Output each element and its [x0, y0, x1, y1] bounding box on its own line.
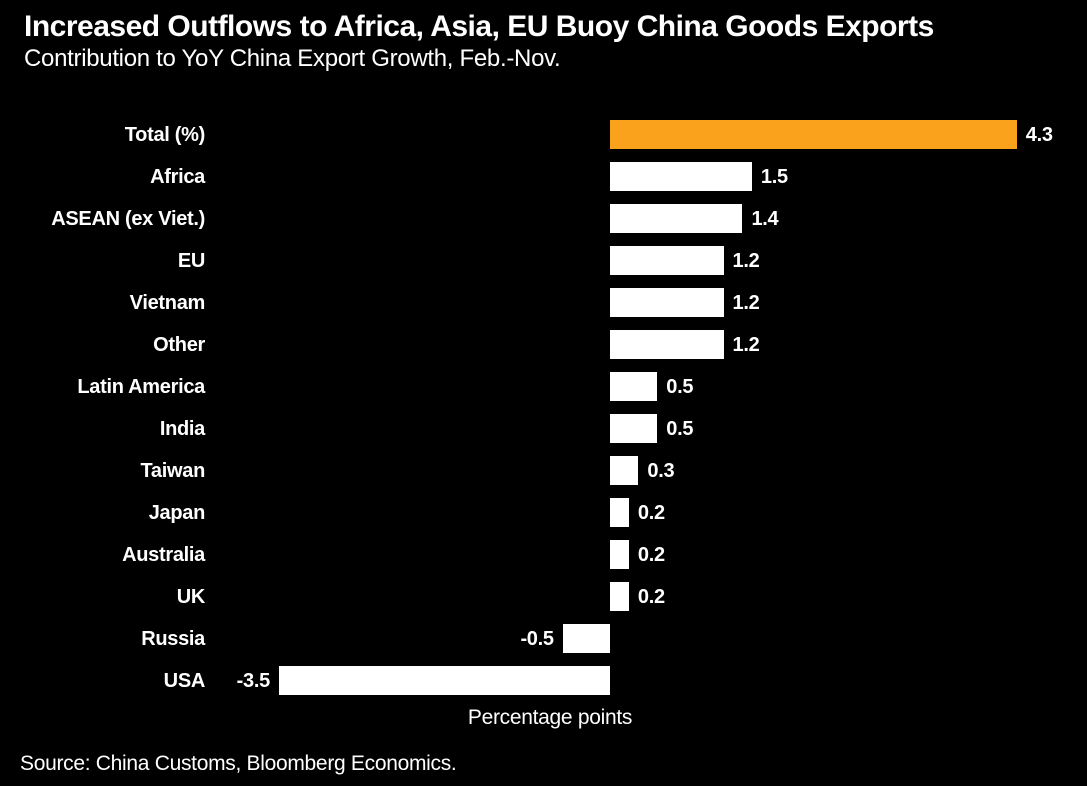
category-label-russia: Russia [141, 628, 205, 650]
bar-africa [610, 162, 752, 191]
bar-eu [610, 246, 724, 275]
value-label-india: 0.5 [666, 418, 694, 440]
chart-row-other: Other 1.2 [0, 324, 1087, 366]
bar-japan [610, 498, 629, 527]
value-label-uk: 0.2 [637, 586, 665, 608]
bar-uk [610, 582, 629, 611]
value-label-eu: 1.2 [732, 250, 760, 272]
bar-vietnam [610, 288, 724, 317]
bar-usa [278, 666, 610, 695]
chart-row-asean-ex-viet: ASEAN (ex Viet.) 1.4 [0, 198, 1087, 240]
value-label-other: 1.2 [732, 334, 760, 356]
plot-area: Total (%) 4.3 Africa 1.5 ASEAN (ex Viet.) 1.4… [0, 114, 1087, 702]
value-label-asean-ex-viet: 1.4 [751, 208, 779, 230]
bar-other [610, 330, 724, 359]
category-label-uk: UK [176, 586, 206, 608]
category-label-eu: EU [177, 250, 205, 272]
category-label-india: India [159, 418, 205, 440]
category-label-asean-ex-viet: ASEAN (ex Viet.) [51, 208, 205, 230]
source-note: Source: China Customs, Bloomberg Economi… [20, 752, 457, 775]
chart-title: Increased Outflows to Africa, Asia, EU B… [24, 10, 934, 43]
value-label-africa: 1.5 [760, 166, 788, 188]
x-axis-label: Percentage points [467, 706, 633, 729]
category-label-vietnam: Vietnam [129, 292, 206, 314]
chart-row-india: India 0.5 [0, 408, 1087, 450]
bar-taiwan [610, 456, 639, 485]
bar-russia [562, 624, 610, 653]
category-label-total: Total (%) [124, 124, 206, 146]
category-label-africa: Africa [150, 166, 205, 188]
value-label-total: 4.3 [1025, 124, 1053, 146]
chart-row-total: Total (%) 4.3 [0, 114, 1087, 156]
bar-total [610, 120, 1017, 149]
category-label-australia: Australia [122, 544, 205, 566]
bar-australia [610, 540, 629, 569]
value-label-latin-america: 0.5 [666, 376, 694, 398]
value-label-japan: 0.2 [637, 502, 665, 524]
bar-india [610, 414, 658, 443]
chart-subtitle: Contribution to YoY China Export Growth,… [24, 45, 561, 72]
chart-row-australia: Australia 0.2 [0, 534, 1087, 576]
bar-asean-ex-viet [610, 204, 743, 233]
chart-row-russia: Russia -0.5 [0, 618, 1087, 660]
chart-row-latin-america: Latin America 0.5 [0, 366, 1087, 408]
category-label-latin-america: Latin America [77, 376, 205, 398]
chart-row-africa: Africa 1.5 [0, 156, 1087, 198]
chart-row-eu: EU 1.2 [0, 240, 1087, 282]
chart-row-uk: UK 0.2 [0, 576, 1087, 618]
category-label-other: Other [153, 334, 205, 356]
value-label-taiwan: 0.3 [647, 460, 675, 482]
chart-row-japan: Japan 0.2 [0, 492, 1087, 534]
category-label-taiwan: Taiwan [140, 460, 205, 482]
chart-row-usa: USA -3.5 [0, 660, 1087, 702]
value-label-russia: -0.5 [520, 628, 554, 650]
category-label-usa: USA [163, 670, 206, 692]
category-label-japan: Japan [148, 502, 206, 524]
chart-row-vietnam: Vietnam 1.2 [0, 282, 1087, 324]
value-label-vietnam: 1.2 [732, 292, 760, 314]
chart-row-taiwan: Taiwan 0.3 [0, 450, 1087, 492]
value-label-australia: 0.2 [637, 544, 665, 566]
value-label-usa: -3.5 [236, 670, 271, 692]
bar-latin-america [610, 372, 658, 401]
